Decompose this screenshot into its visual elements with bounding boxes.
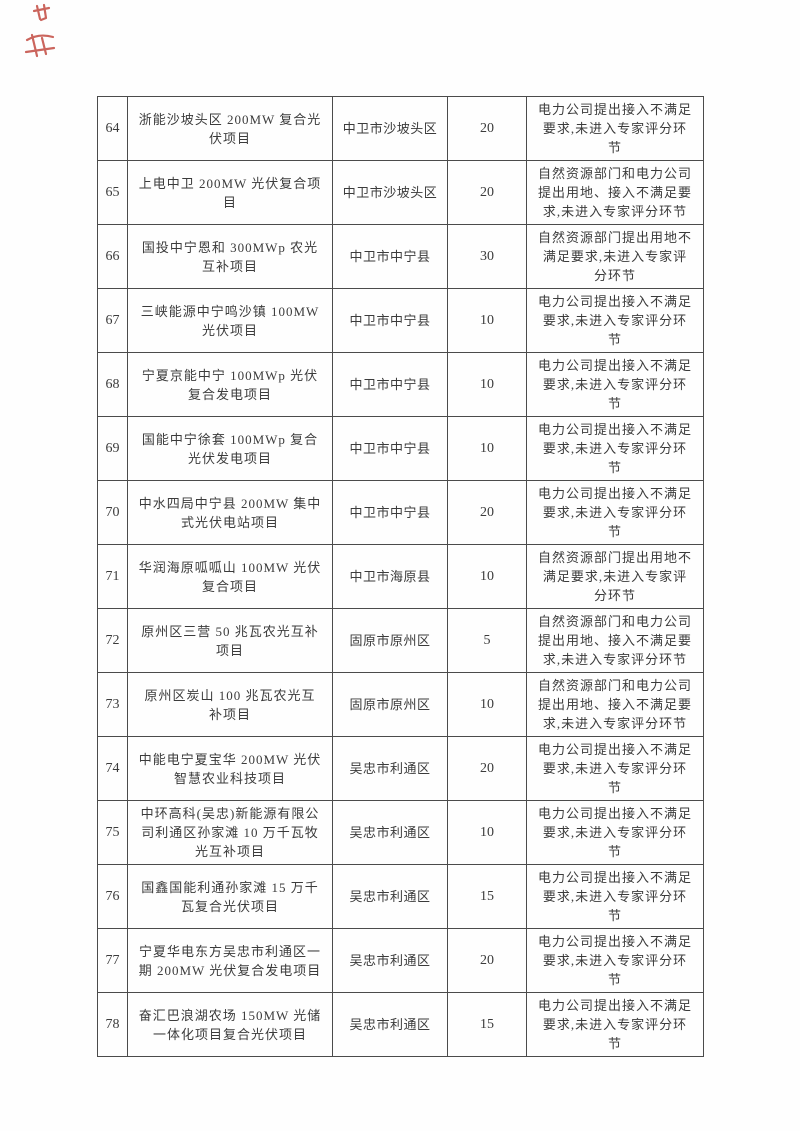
table-row: 65 上电中卫 200MW 光伏复合项目 中卫市沙坡头区 20 自然资源部门和电… xyxy=(97,160,704,225)
cell-review-reason: 自然资源部门提出用地不满足要求,未进入专家评分环节 xyxy=(526,224,704,289)
table-row: 75 中环高科(吴忠)新能源有限公司利通区孙家滩 10 万千瓦牧光互补项目 吴忠… xyxy=(97,800,704,865)
cell-row-number: 72 xyxy=(97,608,128,673)
cell-capacity: 30 xyxy=(447,224,527,289)
table-row: 69 国能中宁徐套 100MWp 复合光伏发电项目 中卫市中宁县 10 电力公司… xyxy=(97,416,704,481)
cell-capacity: 20 xyxy=(447,96,527,161)
red-stamp-mark-large xyxy=(24,33,56,58)
cell-project-name: 华润海原呱呱山 100MW 光伏复合项目 xyxy=(127,544,333,609)
cell-capacity: 10 xyxy=(447,288,527,353)
cell-row-number: 77 xyxy=(97,928,128,993)
table-row: 72 原州区三营 50 兆瓦农光互补项目 固原市原州区 5 自然资源部门和电力公… xyxy=(97,608,704,673)
cell-review-reason: 自然资源部门和电力公司提出用地、接入不满足要求,未进入专家评分环节 xyxy=(526,160,704,225)
cell-project-name: 国投中宁恩和 300MWp 农光互补项目 xyxy=(127,224,333,289)
table-row: 64 浙能沙坡头区 200MW 复合光伏项目 中卫市沙坡头区 20 电力公司提出… xyxy=(97,96,704,161)
cell-project-name: 中水四局中宁县 200MW 集中式光伏电站项目 xyxy=(127,480,333,545)
cell-review-reason: 电力公司提出接入不满足要求,未进入专家评分环节 xyxy=(526,864,704,929)
table-row: 78 奋汇巴浪湖农场 150MW 光储一体化项目复合光伏项目 吴忠市利通区 15… xyxy=(97,992,704,1057)
table-row: 76 国鑫国能利通孙家滩 15 万千瓦复合光伏项目 吴忠市利通区 15 电力公司… xyxy=(97,864,704,929)
cell-project-name: 奋汇巴浪湖农场 150MW 光储一体化项目复合光伏项目 xyxy=(127,992,333,1057)
cell-project-name: 三峡能源中宁鸣沙镇 100MW 光伏项目 xyxy=(127,288,333,353)
cell-row-number: 67 xyxy=(97,288,128,353)
cell-review-reason: 电力公司提出接入不满足要求,未进入专家评分环节 xyxy=(526,288,704,353)
cell-review-reason: 电力公司提出接入不满足要求,未进入专家评分环节 xyxy=(526,736,704,801)
cell-row-number: 71 xyxy=(97,544,128,609)
table-row: 66 国投中宁恩和 300MWp 农光互补项目 中卫市中宁县 30 自然资源部门… xyxy=(97,224,704,289)
cell-row-number: 68 xyxy=(97,352,128,417)
cell-project-name: 宁夏京能中宁 100MWp 光伏复合发电项目 xyxy=(127,352,333,417)
table-row: 73 原州区炭山 100 兆瓦农光互补项目 固原市原州区 10 自然资源部门和电… xyxy=(97,672,704,737)
cell-location: 中卫市中宁县 xyxy=(332,288,448,353)
cell-project-name: 国鑫国能利通孙家滩 15 万千瓦复合光伏项目 xyxy=(127,864,333,929)
table-row: 71 华润海原呱呱山 100MW 光伏复合项目 中卫市海原县 10 自然资源部门… xyxy=(97,544,704,609)
cell-location: 中卫市中宁县 xyxy=(332,224,448,289)
cell-row-number: 75 xyxy=(97,800,128,865)
cell-review-reason: 自然资源部门和电力公司提出用地、接入不满足要求,未进入专家评分环节 xyxy=(526,672,704,737)
table-row: 70 中水四局中宁县 200MW 集中式光伏电站项目 中卫市中宁县 20 电力公… xyxy=(97,480,704,545)
cell-location: 中卫市中宁县 xyxy=(332,416,448,481)
cell-capacity: 10 xyxy=(447,416,527,481)
cell-capacity: 10 xyxy=(447,352,527,417)
cell-review-reason: 电力公司提出接入不满足要求,未进入专家评分环节 xyxy=(526,992,704,1057)
cell-capacity: 5 xyxy=(447,608,527,673)
cell-capacity: 10 xyxy=(447,800,527,865)
table-row: 68 宁夏京能中宁 100MWp 光伏复合发电项目 中卫市中宁县 10 电力公司… xyxy=(97,352,704,417)
cell-location: 固原市原州区 xyxy=(332,608,448,673)
cell-location: 吴忠市利通区 xyxy=(332,992,448,1057)
cell-capacity: 15 xyxy=(447,992,527,1057)
cell-capacity: 20 xyxy=(447,480,527,545)
cell-row-number: 76 xyxy=(97,864,128,929)
cell-location: 中卫市海原县 xyxy=(332,544,448,609)
cell-review-reason: 电力公司提出接入不满足要求,未进入专家评分环节 xyxy=(526,416,704,481)
cell-review-reason: 电力公司提出接入不满足要求,未进入专家评分环节 xyxy=(526,352,704,417)
cell-row-number: 70 xyxy=(97,480,128,545)
cell-capacity: 10 xyxy=(447,544,527,609)
cell-location: 吴忠市利通区 xyxy=(332,736,448,801)
cell-project-name: 中能电宁夏宝华 200MW 光伏智慧农业科技项目 xyxy=(127,736,333,801)
table-row: 77 宁夏华电东方吴忠市利通区一期 200MW 光伏复合发电项目 吴忠市利通区 … xyxy=(97,928,704,993)
cell-location: 吴忠市利通区 xyxy=(332,864,448,929)
cell-row-number: 65 xyxy=(97,160,128,225)
cell-review-reason: 电力公司提出接入不满足要求,未进入专家评分环节 xyxy=(526,928,704,993)
cell-capacity: 20 xyxy=(447,736,527,801)
cell-project-name: 浙能沙坡头区 200MW 复合光伏项目 xyxy=(127,96,333,161)
projects-table-body: 64 浙能沙坡头区 200MW 复合光伏项目 中卫市沙坡头区 20 电力公司提出… xyxy=(97,96,704,1057)
cell-review-reason: 自然资源部门和电力公司提出用地、接入不满足要求,未进入专家评分环节 xyxy=(526,608,704,673)
red-stamp-mark-small xyxy=(32,3,51,22)
cell-location: 中卫市沙坡头区 xyxy=(332,96,448,161)
cell-location: 中卫市沙坡头区 xyxy=(332,160,448,225)
cell-location: 固原市原州区 xyxy=(332,672,448,737)
cell-project-name: 国能中宁徐套 100MWp 复合光伏发电项目 xyxy=(127,416,333,481)
cell-row-number: 78 xyxy=(97,992,128,1057)
cell-capacity: 20 xyxy=(447,928,527,993)
cell-row-number: 64 xyxy=(97,96,128,161)
cell-project-name: 上电中卫 200MW 光伏复合项目 xyxy=(127,160,333,225)
table-row: 67 三峡能源中宁鸣沙镇 100MW 光伏项目 中卫市中宁县 10 电力公司提出… xyxy=(97,288,704,353)
cell-capacity: 10 xyxy=(447,672,527,737)
cell-project-name: 原州区炭山 100 兆瓦农光互补项目 xyxy=(127,672,333,737)
cell-review-reason: 自然资源部门提出用地不满足要求,未进入专家评分环节 xyxy=(526,544,704,609)
cell-row-number: 69 xyxy=(97,416,128,481)
cell-capacity: 20 xyxy=(447,160,527,225)
cell-location: 吴忠市利通区 xyxy=(332,800,448,865)
cell-location: 中卫市中宁县 xyxy=(332,352,448,417)
cell-review-reason: 电力公司提出接入不满足要求,未进入专家评分环节 xyxy=(526,480,704,545)
cell-capacity: 15 xyxy=(447,864,527,929)
cell-project-name: 原州区三营 50 兆瓦农光互补项目 xyxy=(127,608,333,673)
cell-row-number: 73 xyxy=(97,672,128,737)
cell-project-name: 宁夏华电东方吴忠市利通区一期 200MW 光伏复合发电项目 xyxy=(127,928,333,993)
cell-project-name: 中环高科(吴忠)新能源有限公司利通区孙家滩 10 万千瓦牧光互补项目 xyxy=(127,800,333,865)
cell-review-reason: 电力公司提出接入不满足要求,未进入专家评分环节 xyxy=(526,96,704,161)
cell-row-number: 74 xyxy=(97,736,128,801)
cell-review-reason: 电力公司提出接入不满足要求,未进入专家评分环节 xyxy=(526,800,704,865)
projects-table: 64 浙能沙坡头区 200MW 复合光伏项目 中卫市沙坡头区 20 电力公司提出… xyxy=(97,96,704,1057)
cell-location: 中卫市中宁县 xyxy=(332,480,448,545)
cell-row-number: 66 xyxy=(97,224,128,289)
red-stamp-marks xyxy=(24,3,56,58)
table-row: 74 中能电宁夏宝华 200MW 光伏智慧农业科技项目 吴忠市利通区 20 电力… xyxy=(97,736,704,801)
cell-location: 吴忠市利通区 xyxy=(332,928,448,993)
